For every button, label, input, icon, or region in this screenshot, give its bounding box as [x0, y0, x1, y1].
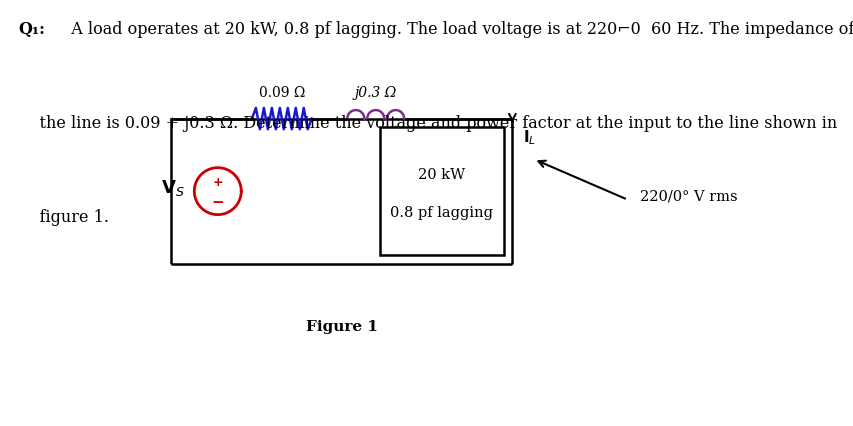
Text: Q₁:: Q₁:	[19, 21, 46, 38]
Text: j0.3 Ω: j0.3 Ω	[354, 86, 397, 100]
Text: 20 kW: 20 kW	[418, 168, 465, 181]
Text: 220/0° V rms: 220/0° V rms	[640, 189, 737, 203]
Text: Figure 1: Figure 1	[305, 320, 377, 334]
Text: A load operates at 20 kW, 0.8 pf lagging. The load voltage is at 220⌐0  60 Hz. T: A load operates at 20 kW, 0.8 pf lagging…	[61, 21, 853, 38]
Text: $\mathbf{I}_L$: $\mathbf{I}_L$	[522, 128, 535, 147]
Text: $\mathbf{V}_S$: $\mathbf{V}_S$	[161, 178, 184, 197]
Text: the line is 0.09 + j0.3 Ω. Determine the voltage and power factor at the input t: the line is 0.09 + j0.3 Ω. Determine the…	[19, 115, 836, 132]
Text: figure 1.: figure 1.	[19, 209, 108, 226]
Bar	[380, 128, 503, 256]
Text: 0.8 pf lagging: 0.8 pf lagging	[390, 206, 493, 220]
Text: +: +	[212, 176, 223, 188]
Text: −: −	[212, 194, 223, 209]
Text: 0.09 Ω: 0.09 Ω	[258, 86, 305, 100]
